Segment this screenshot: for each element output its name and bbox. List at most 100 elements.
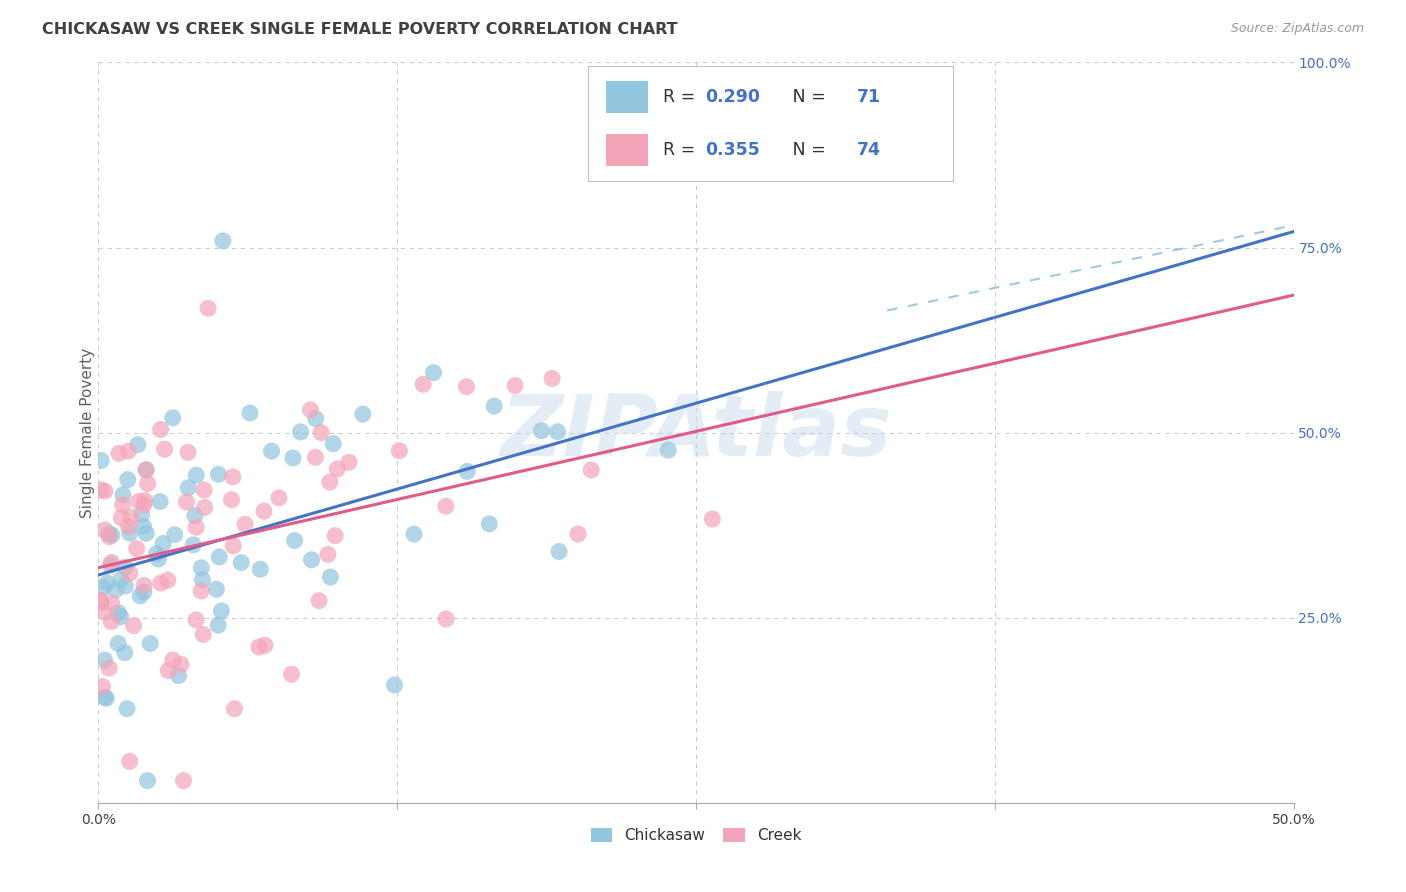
Point xyxy=(222,539,245,553)
Point xyxy=(96,691,118,706)
Point xyxy=(253,504,276,518)
Point xyxy=(186,520,208,534)
Point xyxy=(254,638,277,652)
Point xyxy=(280,667,302,681)
Point xyxy=(90,596,112,610)
Point xyxy=(157,664,180,678)
Point xyxy=(149,422,172,436)
Point xyxy=(193,627,215,641)
Point xyxy=(110,609,132,624)
Point xyxy=(100,615,122,629)
Point xyxy=(149,576,172,591)
Point xyxy=(384,678,406,692)
Point xyxy=(104,582,127,597)
Point xyxy=(98,530,121,544)
Point xyxy=(125,541,148,556)
Point xyxy=(114,579,136,593)
Text: 0.355: 0.355 xyxy=(706,141,761,160)
Text: N =: N = xyxy=(776,141,831,160)
Point xyxy=(118,526,141,541)
Point xyxy=(319,475,342,490)
Point xyxy=(129,589,152,603)
Text: Source: ZipAtlas.com: Source: ZipAtlas.com xyxy=(1230,22,1364,36)
Text: R =: R = xyxy=(662,87,700,105)
Point xyxy=(304,450,326,465)
Point xyxy=(153,442,176,457)
Point xyxy=(132,578,155,592)
Point xyxy=(503,378,526,392)
Text: ZIPAtlas: ZIPAtlas xyxy=(501,391,891,475)
Point xyxy=(456,380,478,394)
Point xyxy=(299,403,322,417)
FancyBboxPatch shape xyxy=(589,66,953,181)
Point xyxy=(107,606,129,620)
Point xyxy=(322,436,344,450)
Point xyxy=(190,561,212,575)
Point xyxy=(422,366,444,380)
Point xyxy=(98,661,121,675)
Text: R =: R = xyxy=(662,141,700,160)
Point xyxy=(402,527,425,541)
Point xyxy=(567,527,589,541)
Point xyxy=(482,399,505,413)
Point xyxy=(412,377,434,392)
Point xyxy=(207,467,229,482)
Point xyxy=(239,406,262,420)
Point xyxy=(162,410,184,425)
Point xyxy=(134,493,156,508)
Point xyxy=(135,463,157,477)
FancyBboxPatch shape xyxy=(606,135,648,167)
Point xyxy=(149,494,172,508)
Point xyxy=(135,463,157,477)
Point xyxy=(205,582,228,597)
Y-axis label: Single Female Poverty: Single Female Poverty xyxy=(80,348,94,517)
Point xyxy=(136,773,159,788)
Point xyxy=(352,407,374,421)
Point xyxy=(530,424,553,438)
Point xyxy=(222,470,245,484)
Point xyxy=(120,510,142,524)
Point xyxy=(194,500,217,515)
Point xyxy=(456,464,478,478)
Point xyxy=(118,566,141,580)
Point xyxy=(91,680,114,694)
Point xyxy=(101,596,124,610)
Point xyxy=(115,702,138,716)
Point xyxy=(177,481,200,495)
Text: 74: 74 xyxy=(858,141,882,160)
Point xyxy=(90,593,112,607)
Point xyxy=(132,498,155,512)
Point xyxy=(284,533,307,548)
Point xyxy=(207,618,229,632)
Point xyxy=(184,508,207,523)
Point xyxy=(96,576,118,591)
Point xyxy=(281,450,304,465)
Point xyxy=(132,585,155,599)
Point xyxy=(117,473,139,487)
Point xyxy=(184,613,207,627)
Point xyxy=(548,544,571,558)
Text: N =: N = xyxy=(776,87,831,105)
Point xyxy=(90,453,112,467)
Point xyxy=(581,463,603,477)
Point xyxy=(111,488,134,502)
Point xyxy=(90,483,112,497)
Point xyxy=(319,570,342,584)
Point xyxy=(127,438,149,452)
Point xyxy=(337,455,360,469)
Point xyxy=(131,508,153,522)
Text: 71: 71 xyxy=(858,87,882,105)
Point xyxy=(94,484,117,499)
Point xyxy=(193,483,215,497)
Point xyxy=(91,581,114,595)
Point xyxy=(148,552,170,566)
Point xyxy=(132,519,155,533)
Point xyxy=(309,425,332,440)
Point xyxy=(100,558,122,572)
Point xyxy=(177,445,200,459)
Point xyxy=(260,444,283,458)
Point xyxy=(478,516,501,531)
Point xyxy=(224,702,246,716)
Point xyxy=(97,526,120,541)
Point xyxy=(702,512,724,526)
